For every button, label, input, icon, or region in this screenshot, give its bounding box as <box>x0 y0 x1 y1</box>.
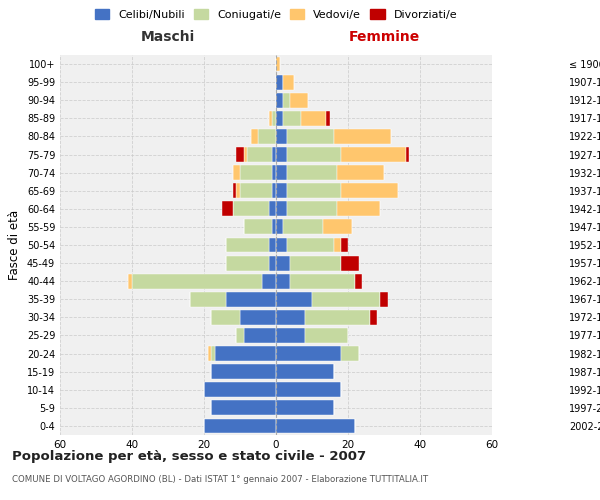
Bar <box>283 111 301 126</box>
Bar <box>283 74 294 90</box>
Bar <box>276 292 312 306</box>
Bar <box>262 274 276 288</box>
Bar <box>240 310 276 325</box>
Text: COMUNE DI VOLTAGO AGORDINO (BL) - Dati ISTAT 1° gennaio 2007 - Elaborazione TUTT: COMUNE DI VOLTAGO AGORDINO (BL) - Dati I… <box>12 475 428 484</box>
Bar <box>334 129 391 144</box>
Bar <box>276 129 287 144</box>
Bar <box>370 310 377 325</box>
Bar <box>258 129 276 144</box>
Bar <box>301 111 326 126</box>
Bar <box>128 274 132 288</box>
Bar <box>312 292 380 306</box>
Bar <box>287 129 334 144</box>
Bar <box>323 220 352 234</box>
Bar <box>244 220 272 234</box>
Bar <box>341 346 359 361</box>
Bar <box>341 147 406 162</box>
Bar <box>337 202 380 216</box>
Bar <box>204 418 276 434</box>
Bar <box>244 147 247 162</box>
Text: Maschi: Maschi <box>141 30 195 44</box>
Bar <box>290 274 355 288</box>
Bar <box>290 93 308 108</box>
Bar <box>240 165 272 180</box>
Bar <box>211 346 215 361</box>
Bar <box>226 256 269 270</box>
Bar <box>269 256 276 270</box>
Bar <box>276 74 283 90</box>
Bar <box>337 165 384 180</box>
Bar <box>211 400 276 415</box>
Bar <box>276 364 334 379</box>
Bar <box>287 238 334 252</box>
Bar <box>276 184 287 198</box>
Bar <box>276 256 290 270</box>
Bar <box>276 310 305 325</box>
Bar <box>276 238 287 252</box>
Bar <box>276 56 280 72</box>
Bar <box>215 346 276 361</box>
Bar <box>251 129 258 144</box>
Bar <box>287 202 337 216</box>
Bar <box>380 292 388 306</box>
Bar <box>226 292 276 306</box>
Bar <box>276 382 341 397</box>
Bar <box>236 147 244 162</box>
Bar <box>287 165 337 180</box>
Bar <box>287 147 341 162</box>
Bar <box>272 220 276 234</box>
Bar <box>290 256 341 270</box>
Bar <box>222 202 233 216</box>
Bar <box>247 147 272 162</box>
Bar <box>276 165 287 180</box>
Y-axis label: Fasce di età: Fasce di età <box>8 210 21 280</box>
Bar <box>272 111 276 126</box>
Bar <box>269 238 276 252</box>
Bar <box>341 184 398 198</box>
Bar <box>190 292 226 306</box>
Bar <box>211 310 240 325</box>
Bar <box>244 328 276 343</box>
Bar <box>276 220 283 234</box>
Bar <box>276 93 283 108</box>
Bar <box>341 256 359 270</box>
Bar <box>211 364 276 379</box>
Bar <box>272 165 276 180</box>
Bar <box>305 328 348 343</box>
Bar <box>276 328 305 343</box>
Bar <box>272 184 276 198</box>
Bar <box>236 184 240 198</box>
Bar <box>355 274 362 288</box>
Bar <box>283 220 323 234</box>
Bar <box>272 147 276 162</box>
Bar <box>276 202 287 216</box>
Bar <box>305 310 370 325</box>
Bar <box>276 346 341 361</box>
Text: Popolazione per età, sesso e stato civile - 2007: Popolazione per età, sesso e stato civil… <box>12 450 366 463</box>
Bar <box>276 274 290 288</box>
Bar <box>334 238 341 252</box>
Bar <box>226 238 269 252</box>
Bar <box>276 400 334 415</box>
Bar <box>233 184 236 198</box>
Bar <box>276 111 283 126</box>
Text: Femmine: Femmine <box>349 30 419 44</box>
Bar <box>204 382 276 397</box>
Bar <box>276 418 355 434</box>
Bar <box>240 184 272 198</box>
Bar <box>233 165 240 180</box>
Bar <box>269 111 272 126</box>
Bar <box>208 346 211 361</box>
Bar <box>233 202 269 216</box>
Bar <box>287 184 341 198</box>
Bar <box>406 147 409 162</box>
Bar <box>326 111 330 126</box>
Bar <box>132 274 262 288</box>
Bar <box>276 147 287 162</box>
Legend: Celibi/Nubili, Coniugati/e, Vedovi/e, Divorziati/e: Celibi/Nubili, Coniugati/e, Vedovi/e, Di… <box>92 6 460 23</box>
Bar <box>236 328 244 343</box>
Bar <box>269 202 276 216</box>
Bar <box>341 238 348 252</box>
Bar <box>283 93 290 108</box>
